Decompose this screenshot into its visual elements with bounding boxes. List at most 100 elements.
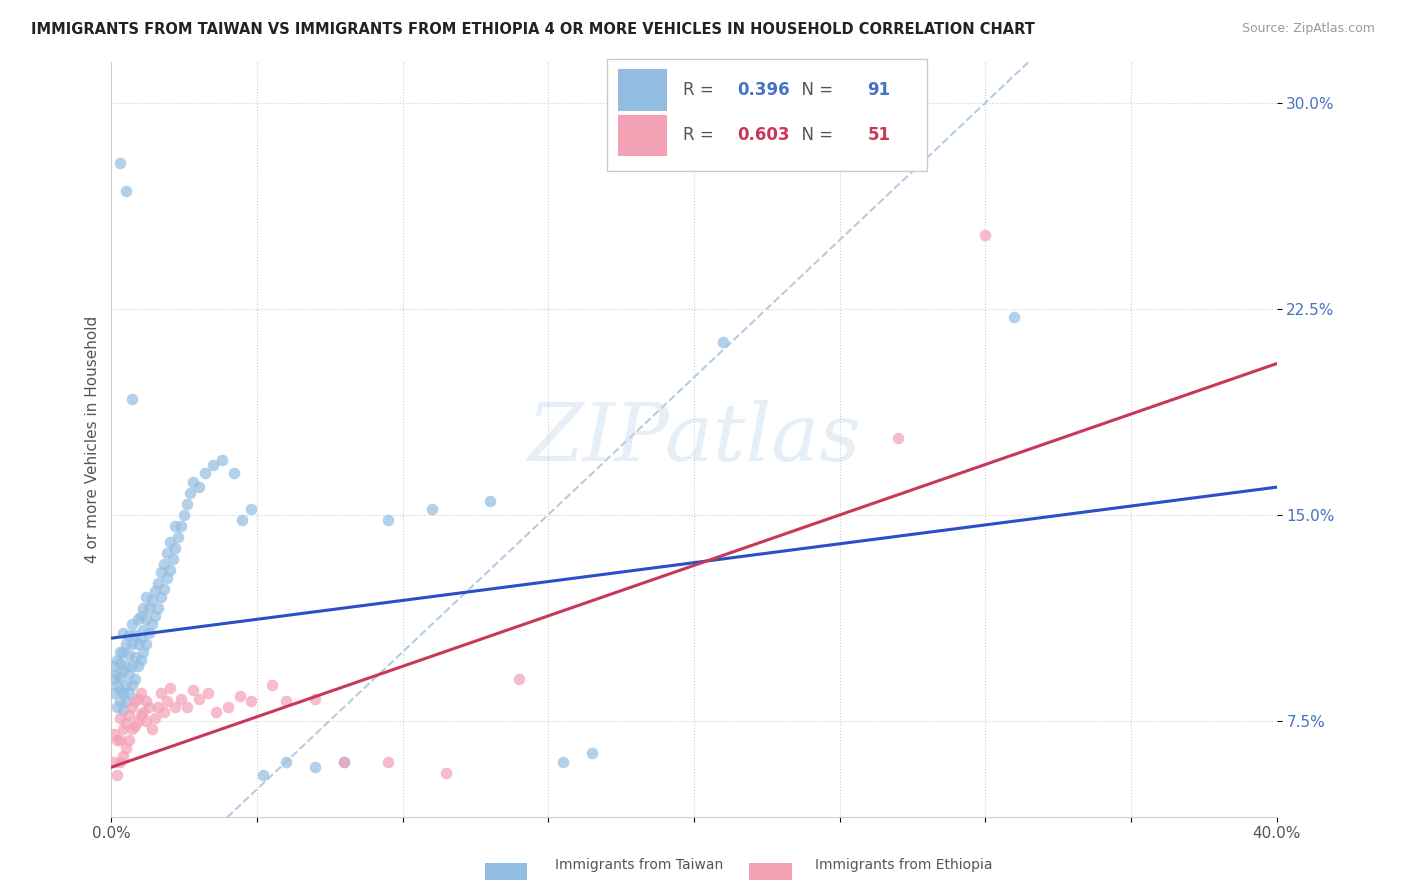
Text: R =: R = bbox=[683, 81, 720, 99]
Point bbox=[108, 156, 131, 170]
Point bbox=[181, 475, 204, 489]
Point bbox=[202, 458, 225, 473]
Point bbox=[304, 691, 326, 706]
Text: N =: N = bbox=[790, 81, 838, 99]
Point bbox=[121, 678, 143, 692]
Point bbox=[240, 502, 263, 516]
Point bbox=[276, 755, 298, 769]
Point bbox=[108, 670, 131, 684]
Point bbox=[176, 699, 198, 714]
Point bbox=[108, 711, 131, 725]
Point bbox=[132, 601, 155, 615]
Point bbox=[124, 673, 146, 687]
Point bbox=[129, 609, 152, 624]
Text: IMMIGRANTS FROM TAIWAN VS IMMIGRANTS FROM ETHIOPIA 4 OR MORE VEHICLES IN HOUSEHO: IMMIGRANTS FROM TAIWAN VS IMMIGRANTS FRO… bbox=[31, 22, 1035, 37]
Point bbox=[176, 497, 198, 511]
Point bbox=[105, 666, 128, 681]
Point bbox=[170, 518, 193, 533]
Point bbox=[149, 686, 172, 700]
Point bbox=[103, 727, 125, 741]
Text: 0.396: 0.396 bbox=[737, 81, 790, 99]
Point bbox=[127, 658, 149, 673]
Point bbox=[974, 227, 997, 242]
Point bbox=[153, 582, 176, 596]
Point bbox=[105, 678, 128, 692]
Point bbox=[143, 711, 166, 725]
Point bbox=[222, 467, 245, 481]
Point bbox=[159, 535, 181, 549]
Point bbox=[138, 699, 160, 714]
Point bbox=[112, 702, 135, 716]
Point bbox=[135, 714, 157, 728]
Point bbox=[108, 732, 131, 747]
Point bbox=[115, 678, 138, 692]
Point bbox=[127, 612, 149, 626]
Point bbox=[156, 571, 179, 585]
Point bbox=[108, 656, 131, 670]
Point bbox=[333, 755, 356, 769]
Point bbox=[141, 722, 163, 736]
Point bbox=[138, 625, 160, 640]
Point bbox=[103, 755, 125, 769]
Point bbox=[205, 706, 228, 720]
Point bbox=[153, 706, 176, 720]
Point bbox=[103, 673, 125, 687]
Point bbox=[252, 768, 274, 782]
Point bbox=[103, 658, 125, 673]
Point bbox=[129, 708, 152, 723]
Text: 0.603: 0.603 bbox=[737, 127, 790, 145]
Point bbox=[105, 699, 128, 714]
Point bbox=[121, 722, 143, 736]
Point bbox=[187, 480, 209, 494]
Point bbox=[187, 691, 209, 706]
Point bbox=[127, 637, 149, 651]
Point bbox=[108, 683, 131, 698]
Point bbox=[179, 485, 201, 500]
Point bbox=[149, 590, 172, 604]
Point bbox=[132, 706, 155, 720]
Text: Source: ZipAtlas.com: Source: ZipAtlas.com bbox=[1241, 22, 1375, 36]
Point bbox=[181, 683, 204, 698]
Text: 91: 91 bbox=[868, 81, 891, 99]
Point bbox=[118, 732, 141, 747]
Y-axis label: 4 or more Vehicles in Household: 4 or more Vehicles in Household bbox=[86, 316, 100, 563]
Text: 51: 51 bbox=[868, 127, 890, 145]
FancyBboxPatch shape bbox=[606, 60, 927, 171]
Point bbox=[118, 648, 141, 662]
Point bbox=[149, 566, 172, 580]
Point bbox=[135, 612, 157, 626]
Point bbox=[112, 625, 135, 640]
Point bbox=[377, 755, 399, 769]
Point bbox=[1002, 310, 1025, 324]
Point bbox=[127, 714, 149, 728]
Point bbox=[129, 653, 152, 667]
Point bbox=[508, 673, 530, 687]
Point bbox=[146, 576, 169, 591]
Point bbox=[217, 699, 239, 714]
Text: ZIPatlas: ZIPatlas bbox=[527, 401, 860, 478]
Point bbox=[197, 686, 219, 700]
Point bbox=[228, 689, 250, 703]
Point bbox=[304, 760, 326, 774]
Point bbox=[211, 452, 233, 467]
Point bbox=[118, 666, 141, 681]
Point bbox=[156, 694, 179, 708]
Point bbox=[118, 628, 141, 642]
Point bbox=[121, 637, 143, 651]
Point bbox=[260, 678, 283, 692]
Point bbox=[118, 708, 141, 723]
Point bbox=[141, 592, 163, 607]
Point bbox=[146, 601, 169, 615]
Point bbox=[124, 694, 146, 708]
Point bbox=[121, 658, 143, 673]
Point bbox=[115, 637, 138, 651]
Point bbox=[115, 184, 138, 198]
Point bbox=[115, 694, 138, 708]
Point bbox=[276, 694, 298, 708]
Point bbox=[121, 617, 143, 632]
Point bbox=[165, 541, 187, 555]
Point bbox=[167, 530, 190, 544]
Point bbox=[115, 741, 138, 756]
Point bbox=[240, 694, 263, 708]
Text: R =: R = bbox=[683, 127, 720, 145]
